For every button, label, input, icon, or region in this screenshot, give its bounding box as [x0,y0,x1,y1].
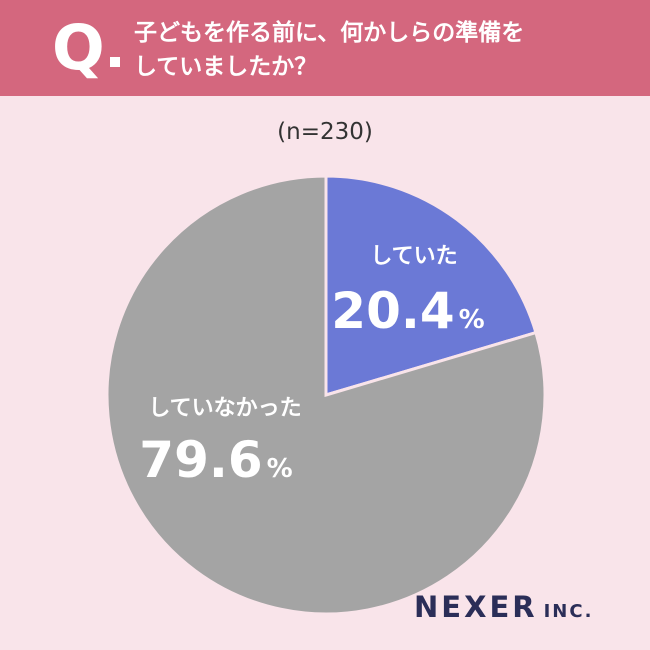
question-header: Q 子どもを作る前に、何かしらの準備を していましたか？ [0,0,650,96]
question-line-1: 子どもを作る前に、何かしらの準備を [134,20,525,46]
company-logo: NEXER INC. [414,590,624,624]
slice-value-1: 20.4% [331,282,484,340]
slice-label-1: していた [370,244,457,269]
logo-suffix: INC. [543,601,594,622]
slice-value-2: 79.6% [139,431,292,489]
logo-main: NEXER [414,590,538,624]
q-mark: Q [52,11,105,84]
pie-slice-2 [105,174,547,616]
pie-slice-1 [324,174,538,398]
question-text: 子どもを作る前に、何かしらの準備を していましたか？ [134,16,634,84]
q-dot-decoration [110,57,120,67]
slice-label-2: していなかった [148,396,301,421]
sample-size: (n=230) [277,119,373,145]
question-line-2: していましたか？ [134,54,318,80]
